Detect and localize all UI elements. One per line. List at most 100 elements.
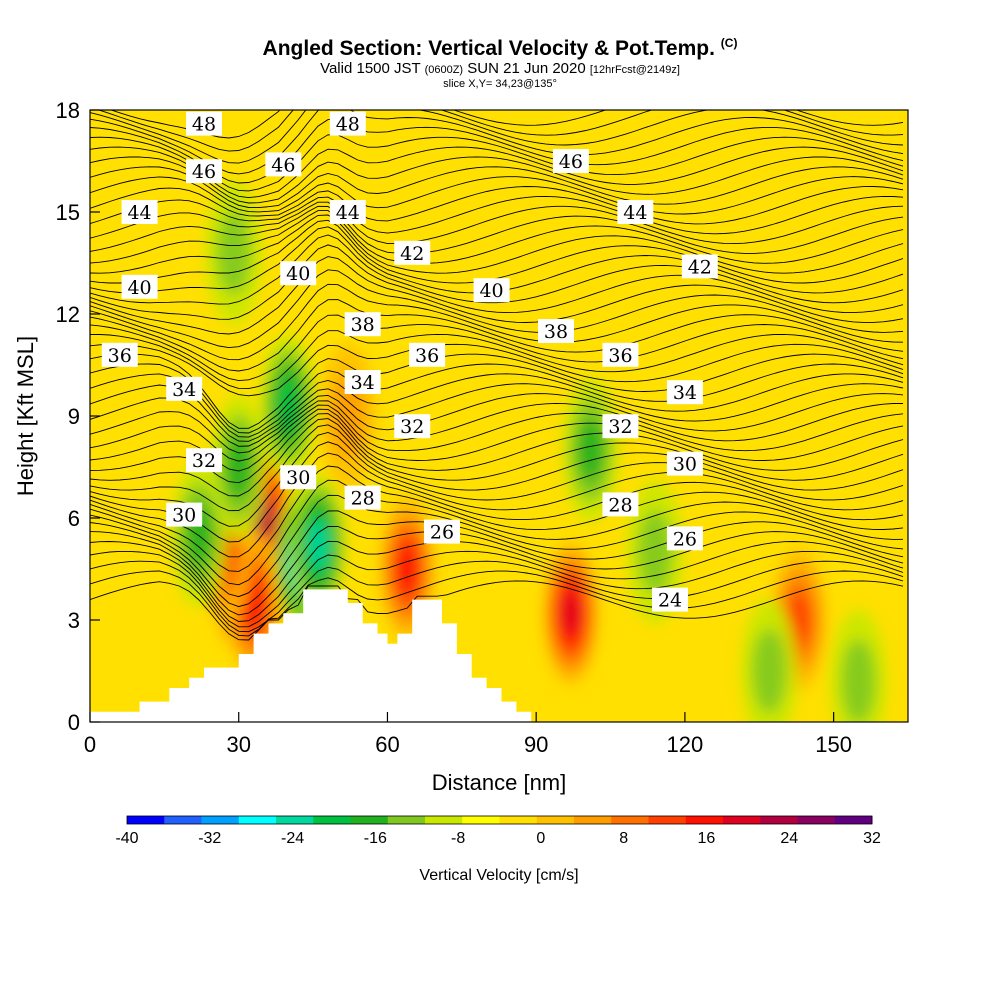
contour-label: 30: [172, 505, 196, 527]
contour-label-bg: [265, 152, 302, 177]
theta-contour: [90, 383, 904, 442]
contour-label-bg: [280, 465, 317, 490]
theta-contour: [90, 570, 904, 637]
x-tick-label: 90: [524, 732, 548, 757]
contour-label-bg: [602, 414, 639, 439]
colorbar-tick-label: 8: [619, 830, 628, 847]
x-tick-label: 0: [84, 732, 96, 757]
y-tick-label: 0: [68, 710, 80, 735]
theta-contour: [90, 393, 904, 447]
velocity-cell: [752, 629, 787, 713]
theta-contour: [90, 269, 904, 349]
theta-contour: [90, 560, 904, 633]
theta-contour: [90, 195, 904, 235]
y-tick-label: 9: [68, 404, 80, 429]
slice-info: slice X,Y= 34,23@135°: [443, 78, 557, 90]
colorbar-segment: [350, 816, 389, 824]
velocity-cell: [561, 591, 581, 636]
contour-label: 28: [608, 494, 632, 516]
y-tick-label: 12: [56, 302, 80, 327]
theta-contour: [90, 580, 904, 641]
contour-label-bg: [423, 519, 460, 544]
theta-contour: [90, 110, 904, 164]
contour-label: 38: [351, 314, 375, 336]
contour-label: 44: [336, 202, 360, 224]
x-tick-label: 120: [667, 732, 704, 757]
contour-label: 44: [623, 202, 647, 224]
theta-contour: [90, 550, 904, 628]
colorbar-segment: [127, 816, 165, 824]
theta-contour: [90, 494, 904, 598]
contour-label-bg: [666, 526, 703, 551]
x-axis-label: Distance [nm]: [432, 770, 567, 795]
contour-label-bg: [394, 414, 431, 439]
theta-contour: [90, 540, 904, 622]
colorbar-segment: [797, 816, 836, 824]
contour-label-bg: [166, 502, 203, 527]
theta-contour: [90, 205, 904, 254]
theta-contour: [90, 119, 904, 184]
x-tick-label: 150: [815, 732, 852, 757]
theta-contour: [90, 432, 904, 527]
colorbar-segment: [276, 816, 314, 824]
theta-contour: [90, 201, 904, 245]
contour-label: 32: [608, 416, 632, 438]
theta-contour: [90, 525, 904, 616]
theta-contour: [90, 134, 904, 192]
colorbar-tick-label: -24: [281, 830, 304, 847]
contour-label: 48: [192, 114, 216, 136]
y-tick-label: 3: [68, 608, 80, 633]
theta-contour: [90, 400, 903, 454]
contour-label: 36: [608, 345, 632, 367]
theta-contour: [90, 210, 904, 264]
colorbar-tick-label: -8: [451, 830, 465, 847]
colorbar-segment: [313, 816, 351, 824]
x-axis: 0 30 60 90 120 150: [84, 712, 852, 757]
chart-title: Angled Section: Vertical Velocity & Pot.…: [262, 36, 738, 60]
contour-label-bg: [166, 376, 203, 401]
theta-contour: [90, 404, 904, 462]
contour-label-bg: [329, 111, 366, 136]
contour-label: 26: [430, 522, 454, 544]
velocity-cell: [396, 545, 418, 593]
contour-label: 40: [286, 263, 310, 285]
terrain-profile: [90, 589, 532, 722]
contour-label: 32: [192, 450, 216, 472]
contour-label: 28: [351, 488, 375, 510]
contour-label-bg: [602, 492, 639, 517]
contour-label: 36: [415, 345, 439, 367]
chart-subtitle: Valid 1500 JST (0600Z) SUN 21 Jun 2020 […: [320, 60, 680, 77]
theta-contour: [90, 363, 904, 434]
velocity-cell: [225, 435, 253, 499]
contour-label: 26: [673, 528, 697, 550]
colorbar-frame: [126, 815, 873, 825]
contour-label: 42: [688, 256, 712, 278]
contour-label-bg: [121, 274, 158, 299]
theta-contour: [90, 479, 904, 586]
contour-label: 34: [351, 372, 375, 394]
colorbar-segment: [201, 816, 240, 824]
velocity-cell: [787, 593, 811, 647]
contour-label: 34: [673, 382, 697, 404]
contour-label-bg: [186, 111, 223, 136]
contour-label: 44: [127, 202, 151, 224]
x-tick-label: 30: [226, 732, 250, 757]
contour-label: 40: [479, 280, 503, 302]
theta-contour: [90, 186, 904, 225]
colorbar-tick-label: -16: [364, 830, 387, 847]
theta-contour: [90, 441, 904, 543]
theta-contour: [90, 314, 904, 382]
theta-contour: [90, 424, 904, 512]
y-tick-label: 18: [56, 98, 80, 123]
x-tick-label: 60: [375, 732, 399, 757]
theta-contours: [90, 110, 904, 641]
theta-contour: [90, 214, 904, 274]
terrain: [90, 589, 532, 722]
y-axis: 0 3 6 9 12 15 18: [56, 98, 100, 735]
colorbar-label: Vertical Velocity [cm/s]: [419, 867, 578, 884]
theta-contour: [90, 343, 904, 397]
y-axis-label: Height [Kft MSL]: [13, 336, 38, 496]
contour-label-bg: [280, 261, 317, 286]
velocity-cell: [638, 510, 673, 594]
